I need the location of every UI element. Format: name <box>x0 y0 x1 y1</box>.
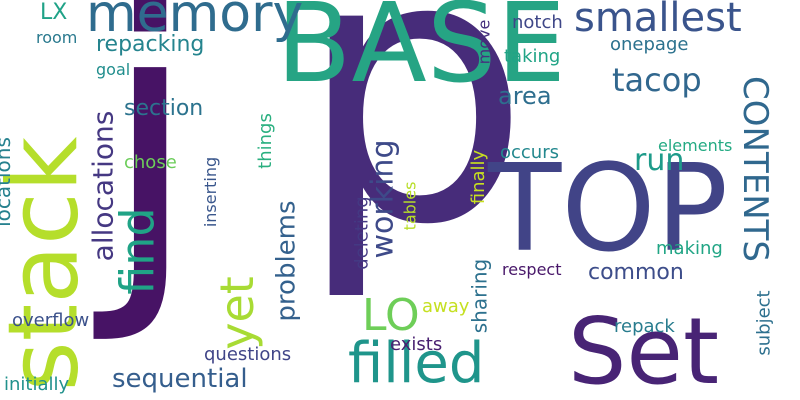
word-exists: exists <box>390 334 443 355</box>
word-move: move <box>474 19 494 65</box>
word-allocations: allocations <box>86 110 120 262</box>
word-LX: LX <box>40 0 68 25</box>
word-initially: initially <box>4 374 70 395</box>
word-onepage: onepage <box>610 34 689 55</box>
word-away: away <box>422 296 470 317</box>
word-locations: locations <box>0 137 15 227</box>
word-working: working <box>365 139 401 259</box>
word-section: section <box>124 96 204 121</box>
word-filled: filled <box>348 331 485 396</box>
word-occurs: occurs <box>500 142 559 163</box>
word-tacop: tacop <box>612 61 702 99</box>
word-room: room <box>36 28 78 47</box>
word-LO: LO <box>362 290 420 341</box>
word-problems: problems <box>271 200 302 322</box>
word-overflow: overflow <box>12 310 90 331</box>
word-repack: repack <box>614 316 675 337</box>
word-finally: finally <box>468 149 490 205</box>
word-tables: tables <box>400 181 420 231</box>
word-respect: respect <box>502 260 562 279</box>
word-repacking: repacking <box>96 32 205 57</box>
word-yet: yet <box>209 276 264 350</box>
word-taking: taking <box>504 46 561 67</box>
word-common: common <box>588 260 684 285</box>
word-questions: questions <box>204 344 292 365</box>
word-elements: elements <box>658 136 733 155</box>
word-BASE: BASE <box>276 0 567 107</box>
word-goal: goal <box>96 60 131 79</box>
word-things: things <box>254 113 276 169</box>
word-chose: chose <box>124 152 177 173</box>
word-CONTENTS: CONTENTS <box>734 76 775 262</box>
word-TOP: TOP <box>488 140 729 279</box>
word-j: j <box>100 0 201 349</box>
word-smallest: smallest <box>574 0 742 41</box>
word-memory: memory <box>86 0 304 44</box>
word-deleting: deleting <box>351 196 373 270</box>
word-inserting: inserting <box>201 156 221 228</box>
word-area: area <box>498 82 552 110</box>
word-run: run <box>634 143 685 178</box>
word-Set: Set <box>568 298 720 400</box>
word-find: find <box>110 207 165 295</box>
word-making: making <box>656 238 723 259</box>
word-notch: notch <box>512 12 563 33</box>
word-sharing: sharing <box>467 258 492 334</box>
word-subject: subject <box>753 290 775 356</box>
word-sequential: sequential <box>112 364 248 394</box>
word-p: p <box>296 0 531 306</box>
